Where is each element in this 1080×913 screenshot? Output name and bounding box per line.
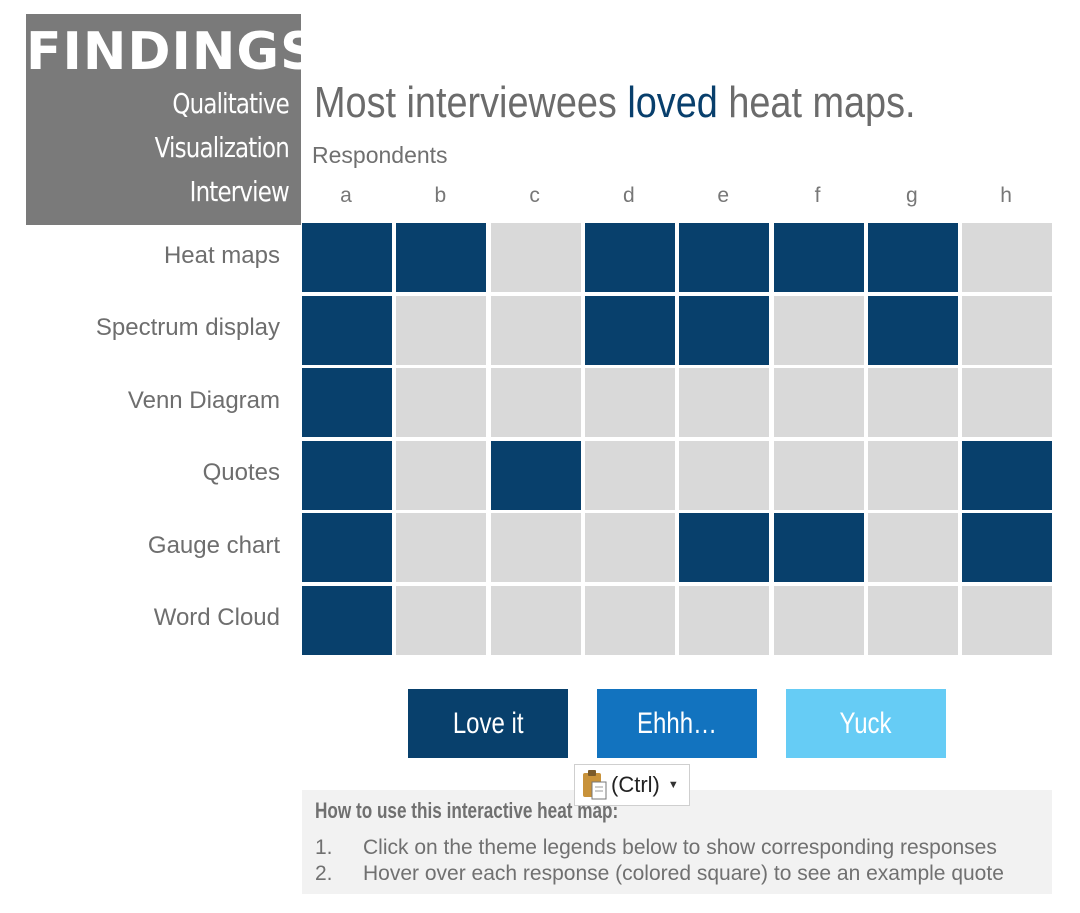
findings-subtitle-3: Interview (189, 175, 290, 208)
heatmap-cell[interactable] (396, 440, 487, 510)
heatmap-cell[interactable] (773, 223, 864, 292)
title-emphasis: loved (627, 78, 718, 127)
howto-title: How to use this interactive heat map: (315, 798, 619, 823)
column-label-f: f (814, 184, 821, 207)
heatmap-cell[interactable] (867, 295, 958, 365)
heatmap-cell[interactable] (773, 295, 864, 365)
heatmap-cell[interactable] (302, 223, 392, 292)
heatmap-cell[interactable] (867, 223, 958, 292)
heatmap-cell[interactable] (679, 440, 770, 510)
heatmap-cell[interactable] (396, 513, 487, 582)
heatmap-cell[interactable] (490, 440, 581, 510)
heatmap-cell[interactable] (679, 513, 770, 582)
row-label-gauge-chart: Gauge chart (147, 531, 280, 559)
column-label-g: g (905, 184, 918, 207)
findings-subtitle-2: Visualization (154, 131, 290, 164)
heatmap-cell[interactable] (867, 585, 958, 655)
legend-label: Yuck (839, 707, 893, 740)
legend-button-ehhh[interactable]: Ehhh… (597, 689, 757, 758)
heatmap-cell[interactable] (773, 513, 864, 582)
heatmap-cell[interactable] (773, 368, 864, 437)
heatmap-cell[interactable] (584, 223, 675, 292)
heatmap-cell[interactable] (302, 513, 392, 582)
heatmap-cell[interactable] (773, 440, 864, 510)
howto-item: 2. Hover over each response (colored squa… (315, 862, 1004, 886)
clipboard-icon (581, 769, 609, 801)
row-label-spectrum-display: Spectrum display (95, 314, 280, 341)
heatmap-cell[interactable] (867, 440, 958, 510)
heatmap-cell[interactable] (302, 295, 392, 365)
heatmap-cell[interactable] (962, 368, 1053, 437)
heatmap-cell[interactable] (679, 368, 770, 437)
x-axis-title: Respondents (312, 142, 448, 168)
column-label-h: h (1000, 184, 1012, 207)
howto-item-number: 2. (315, 862, 333, 885)
row-label-venn-diagram: Venn Diagram (127, 386, 280, 414)
legend-button-yuck[interactable]: Yuck (786, 689, 946, 758)
row-label-word-cloud: Word Cloud (153, 604, 280, 631)
heatmap-cell[interactable] (490, 585, 581, 655)
column-label-d: d (623, 184, 635, 207)
title-text-end: heat maps. (717, 78, 916, 127)
heatmap-cell[interactable] (962, 513, 1053, 582)
legend-label: Love it (452, 707, 524, 740)
findings-panel: FINDINGS Qualitative Visualization Inter… (26, 14, 319, 225)
howto-panel: How to use this interactive heat map: 1.… (302, 790, 1052, 894)
howto-item-text: Hover over each response (colored square… (363, 862, 1004, 885)
column-label-e: e (717, 184, 730, 207)
row-label-quotes: Quotes (202, 459, 280, 486)
paste-options-button[interactable]: (Ctrl) ▼ (574, 764, 690, 806)
heatmap-cell[interactable] (679, 223, 770, 292)
heatmap-cell[interactable] (962, 223, 1053, 292)
heatmap-cell[interactable] (584, 295, 675, 365)
heatmap-cell[interactable] (396, 368, 487, 437)
heatmap-cell[interactable] (396, 295, 487, 365)
heatmap-cell[interactable] (773, 585, 864, 655)
findings-title: FINDINGS (26, 22, 319, 82)
heatmap-cell[interactable] (867, 368, 958, 437)
heatmap-cell[interactable] (490, 223, 581, 292)
heatmap-cell[interactable] (490, 368, 581, 437)
howto-item-text: Click on the theme legends below to show… (363, 836, 997, 859)
heatmap-cell[interactable] (302, 368, 392, 437)
column-label-b: b (434, 184, 447, 207)
howto-item: 1. Click on the theme legends below to sh… (315, 836, 997, 860)
row-label-heat-maps: Heat maps (163, 241, 280, 269)
chevron-down-icon: ▼ (667, 779, 679, 791)
heatmap-cell[interactable] (490, 513, 581, 582)
heatmap-cell[interactable] (584, 440, 675, 510)
howto-item-number: 1. (315, 836, 333, 859)
heatmap-cell[interactable] (396, 223, 487, 292)
heatmap-cell[interactable] (679, 585, 770, 655)
legend-label: Ehhh… (636, 707, 718, 740)
findings-subtitle-1: Qualitative (172, 87, 289, 120)
paste-options-label: (Ctrl) (611, 772, 660, 797)
heatmap-cell[interactable] (490, 295, 581, 365)
heatmap-cell[interactable] (962, 440, 1053, 510)
heatmap-cell[interactable] (396, 585, 487, 655)
heatmap-cell[interactable] (584, 368, 675, 437)
heatmap-cell[interactable] (679, 295, 770, 365)
heatmap-cell[interactable] (962, 585, 1053, 655)
title-text-start: Most interviewees (314, 78, 628, 127)
column-label-c: c (529, 184, 540, 207)
heatmap-cell[interactable] (962, 295, 1053, 365)
heatmap-cell[interactable] (302, 440, 392, 510)
heatmap-cell[interactable] (867, 513, 958, 582)
heatmap-cell[interactable] (302, 585, 392, 655)
heatmap-cell[interactable] (584, 513, 675, 582)
heatmap-cell[interactable] (584, 585, 675, 655)
legend-button-love-it[interactable]: Love it (408, 689, 568, 758)
chart-title: Most interviewees loved heat maps. (314, 76, 916, 130)
column-label-a: a (340, 184, 352, 207)
